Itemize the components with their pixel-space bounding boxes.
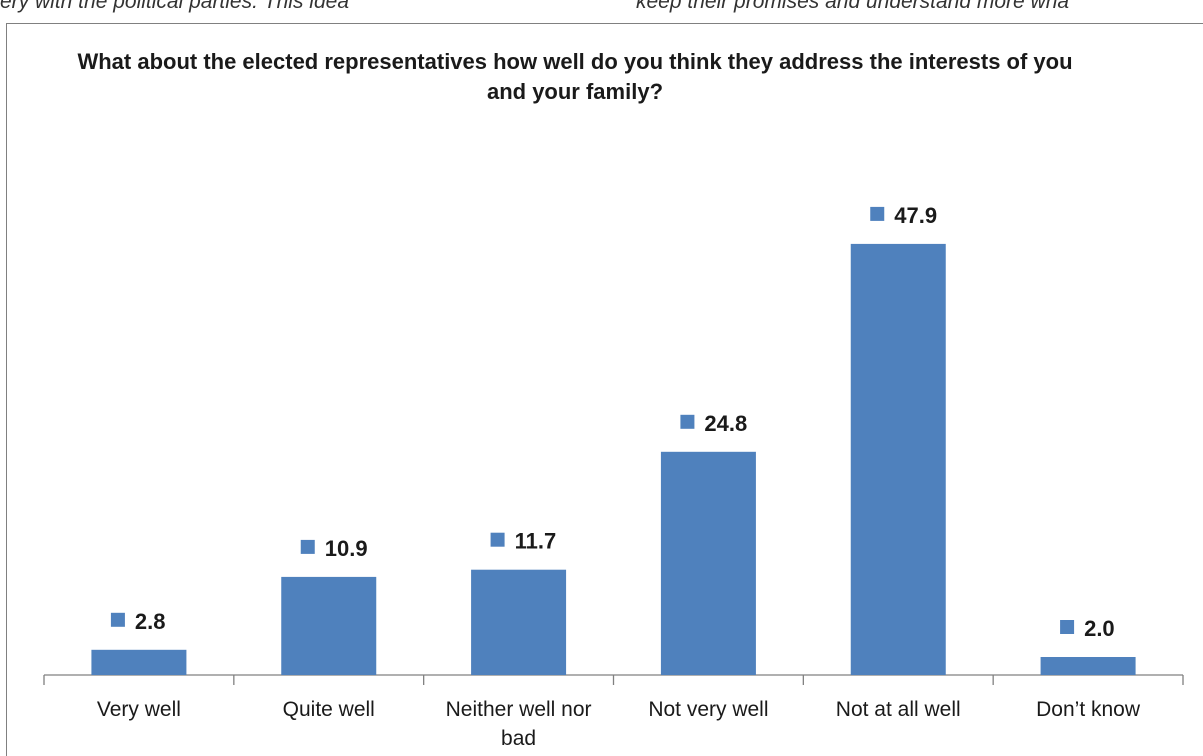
data-label: 24.8 [704, 411, 747, 436]
data-label-key [1060, 620, 1075, 634]
data-label: 47.9 [894, 203, 937, 228]
bar [471, 569, 567, 675]
bars [91, 243, 1136, 675]
data-label: 2.8 [135, 609, 166, 634]
category-label: Don’t know [1036, 698, 1141, 721]
bar [91, 649, 187, 675]
data-labels: 2.8 10.9 11.7 24.8 47.9 2.0 [110, 203, 1115, 641]
category-label: Quite well [283, 698, 375, 721]
category-labels: Very well Quite well Neither well nor bad No… [97, 698, 1141, 750]
data-label: 2.0 [1084, 616, 1115, 641]
data-label-key [870, 206, 885, 221]
top-text-fragment-left: ery with the political parties. This ide… [0, 0, 349, 13]
bar [850, 243, 946, 675]
chart-title: What about the elected representatives h… [77, 49, 1073, 104]
data-label: 11.7 [515, 529, 557, 554]
data-label: 10.9 [325, 536, 368, 561]
data-label-key [490, 532, 505, 547]
category-label: Not at all well [836, 698, 961, 721]
data-label-key [110, 612, 125, 627]
category-label: Neither well nor bad [446, 698, 592, 750]
data-label-key [680, 414, 695, 429]
chart-frame [6, 23, 1203, 756]
data-label-key [300, 539, 315, 554]
bar [660, 451, 756, 675]
x-axis-ticks [43, 675, 1184, 685]
category-label: Not very well [648, 698, 768, 721]
top-text-fragment-right: keep their promises and understand more … [636, 0, 1070, 13]
bar [1040, 657, 1136, 675]
bar [281, 576, 377, 675]
category-label: Very well [97, 698, 181, 721]
